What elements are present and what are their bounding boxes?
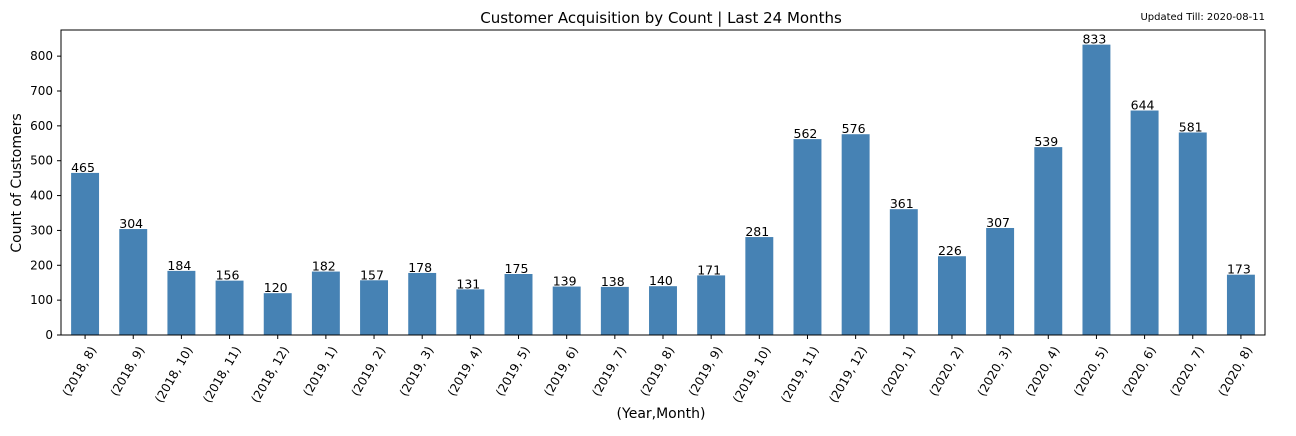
data-label: 171 <box>697 262 721 277</box>
data-label: 562 <box>794 126 818 141</box>
y-tick-label: 400 <box>30 189 53 203</box>
data-label: 304 <box>119 216 143 231</box>
x-tick-label: (2019, 3) <box>397 344 437 399</box>
x-tick-label: (2019, 2) <box>349 344 389 399</box>
bar <box>1226 274 1255 335</box>
y-tick-label: 500 <box>30 154 53 168</box>
y-tick-label: 100 <box>30 293 53 307</box>
data-label: 178 <box>408 260 432 275</box>
y-tick-label: 300 <box>30 223 53 237</box>
y-axis-label: Count of Customers <box>9 113 25 252</box>
data-label: 465 <box>71 160 95 175</box>
data-label: 182 <box>312 259 336 274</box>
x-tick-label: (2020, 5) <box>1071 344 1111 399</box>
x-tick-label: (2019, 6) <box>541 344 581 399</box>
bar <box>889 209 918 335</box>
bar <box>745 237 774 335</box>
data-label: 140 <box>649 273 673 288</box>
data-label: 175 <box>505 261 529 276</box>
bar <box>986 227 1015 335</box>
x-tick-label: (2019, 7) <box>589 344 629 399</box>
data-label: 157 <box>360 267 384 282</box>
bar <box>600 286 629 335</box>
chart-title: Customer Acquisition by Count | Last 24 … <box>480 9 842 27</box>
y-tick-label: 0 <box>45 328 53 342</box>
x-tick-label: (2019, 10) <box>730 344 774 405</box>
bar <box>1082 44 1111 335</box>
x-tick-label: (2020, 2) <box>926 344 966 399</box>
x-tick-label: (2020, 3) <box>975 344 1015 399</box>
plot-frame <box>60 29 1266 336</box>
bar <box>71 172 100 335</box>
x-tick-label: (2019, 4) <box>445 344 485 399</box>
bar <box>167 270 196 335</box>
x-tick-label: (2018, 10) <box>152 344 196 405</box>
data-label: 539 <box>1034 134 1058 149</box>
data-label: 173 <box>1227 262 1251 277</box>
x-tick-label: (2020, 8) <box>1215 344 1255 399</box>
x-tick-label: (2018, 9) <box>108 344 148 399</box>
data-label: 581 <box>1179 119 1203 134</box>
x-tick-label: (2019, 5) <box>493 344 533 399</box>
bar <box>215 280 244 335</box>
bar <box>649 286 677 335</box>
data-label: 576 <box>842 121 866 136</box>
data-label: 281 <box>745 224 769 239</box>
data-label: 138 <box>601 274 625 289</box>
plot-area: 465 (2018, 8) 304 (2018, 9) 184 (2018, 10) 156… <box>30 29 1266 405</box>
x-tick-label: (2018, 12) <box>248 344 292 405</box>
bar <box>552 286 581 335</box>
bar <box>937 256 966 335</box>
data-label: 307 <box>986 215 1010 230</box>
x-axis-label: (Year,Month) <box>617 406 706 422</box>
y-tick-label: 700 <box>30 84 53 98</box>
data-label: 131 <box>456 276 480 291</box>
x-tick-label: (2019, 9) <box>686 344 726 399</box>
bar <box>360 280 389 335</box>
x-tick-label: (2019, 1) <box>300 344 340 399</box>
bar <box>504 274 533 335</box>
bar <box>1034 147 1063 335</box>
updated-note: Updated Till: 2020-08-11 <box>1140 12 1265 23</box>
bar <box>119 229 148 335</box>
data-label: 139 <box>553 274 577 289</box>
bar <box>408 272 437 335</box>
bar <box>263 293 292 335</box>
y-tick-label: 600 <box>30 119 53 133</box>
data-label: 184 <box>167 258 191 273</box>
x-tick-label: (2020, 6) <box>1119 344 1159 399</box>
x-tick-label: (2020, 7) <box>1167 344 1207 399</box>
data-label: 361 <box>890 196 914 211</box>
x-tick-label: (2018, 8) <box>60 344 100 399</box>
bar <box>311 271 340 335</box>
bar <box>793 139 822 335</box>
bar <box>456 289 485 335</box>
data-label: 226 <box>938 243 962 258</box>
bar <box>1178 132 1207 335</box>
data-label: 120 <box>264 280 288 295</box>
data-label: 644 <box>1131 98 1155 113</box>
bar <box>1130 110 1159 336</box>
x-tick-label: (2020, 4) <box>1023 344 1063 399</box>
data-label: 156 <box>216 268 240 283</box>
data-label: 833 <box>1082 32 1106 47</box>
x-tick-label: (2019, 12) <box>826 344 870 405</box>
bar <box>841 134 870 335</box>
y-tick-label: 800 <box>30 49 53 63</box>
x-tick-label: (2018, 11) <box>200 344 244 405</box>
bar <box>697 275 726 335</box>
x-tick-label: (2020, 1) <box>878 344 918 399</box>
y-tick-label: 200 <box>30 258 53 272</box>
x-tick-label: (2019, 11) <box>778 344 822 405</box>
x-tick-label: (2019, 8) <box>638 344 678 399</box>
